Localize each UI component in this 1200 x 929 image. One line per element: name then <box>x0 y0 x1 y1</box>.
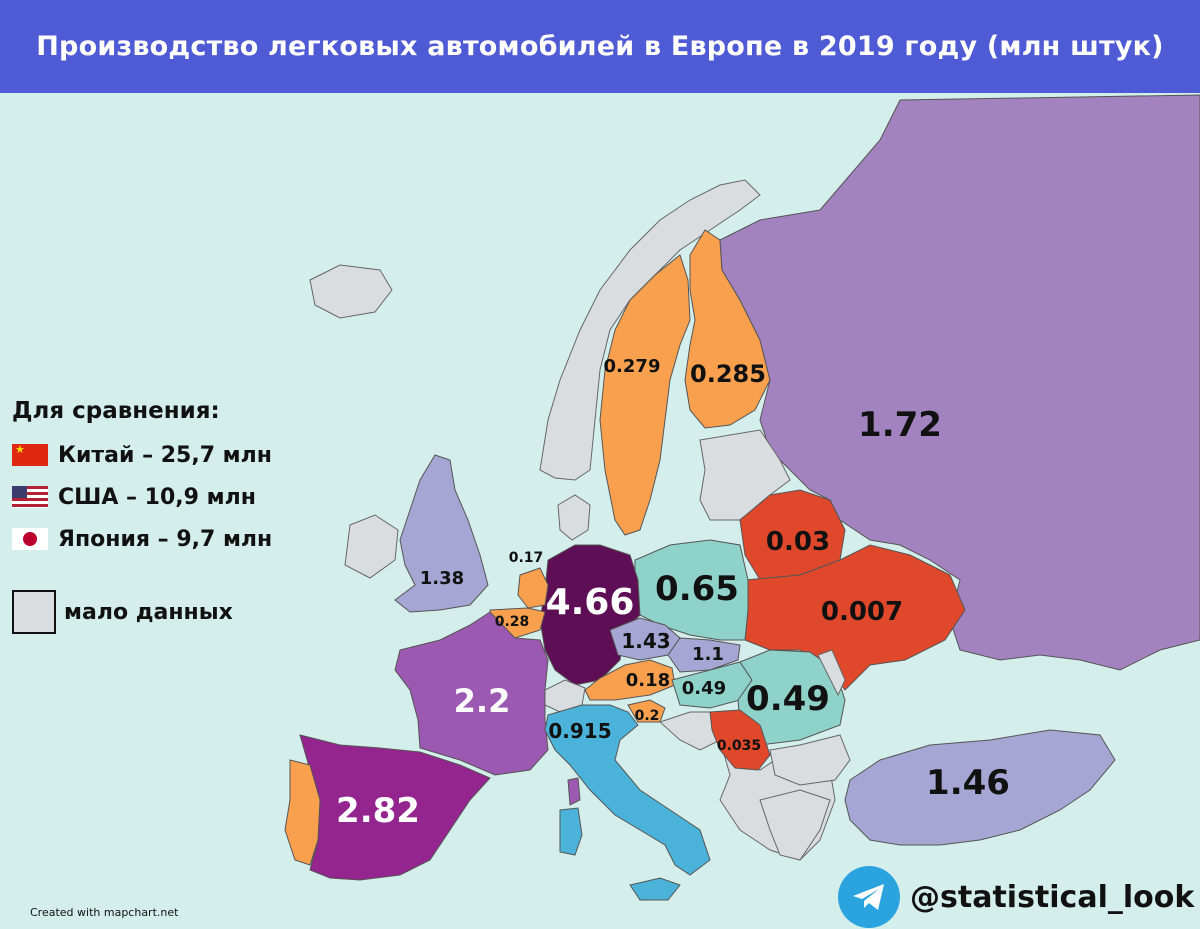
value-belgium: 0.28 <box>495 614 530 630</box>
value-hungary: 0.49 <box>682 678 726 699</box>
belarus-region <box>739 489 846 581</box>
value-sweden: 0.279 <box>604 356 661 377</box>
value-slovenia: 0.2 <box>635 708 660 724</box>
value-austria: 0.18 <box>626 670 670 691</box>
slovakia-region <box>667 637 741 673</box>
usa-flag-icon <box>12 486 48 508</box>
value-belarus: 0.03 <box>766 527 830 557</box>
value-ukraine: 0.007 <box>821 597 903 627</box>
uk-region <box>394 454 489 613</box>
value-uk: 1.38 <box>420 568 464 589</box>
value-czechia: 1.43 <box>621 629 670 653</box>
denmark-region <box>557 494 591 541</box>
telegram-icon <box>838 866 900 928</box>
ireland-region <box>344 514 399 579</box>
moldova-region <box>817 649 846 697</box>
value-finland: 0.285 <box>690 360 766 388</box>
value-romania: 0.49 <box>746 679 830 719</box>
value-turkey: 1.46 <box>926 763 1010 803</box>
value-france: 2.2 <box>454 682 511 720</box>
no-data-swatch <box>12 590 56 634</box>
europe-map: 1.72 0.279 0.285 1.38 0.17 0.28 4.66 0.6… <box>0 93 1200 929</box>
no-data-legend: мало данных <box>12 590 233 634</box>
credit-text: Created with mapchart.net <box>30 906 179 919</box>
page-title: Производство легковых автомобилей в Евро… <box>36 31 1164 62</box>
legend-label-usa: США – 10,9 млн <box>58 484 256 510</box>
telegram-handle: @statistical_look <box>910 879 1195 915</box>
sweden-region <box>599 254 691 536</box>
legend-label-japan: Япония – 9,7 млн <box>58 526 273 552</box>
value-germany: 4.66 <box>546 582 635 623</box>
value-serbia: 0.035 <box>717 738 761 754</box>
sardinia-region <box>559 807 583 856</box>
greece-region <box>759 789 831 861</box>
value-poland: 0.65 <box>655 569 739 609</box>
telegram-badge: @statistical_look <box>838 866 1194 928</box>
romania-region <box>737 649 846 746</box>
value-netherlands: 0.17 <box>509 550 544 566</box>
value-italy: 0.915 <box>548 719 611 743</box>
norway-region <box>539 179 761 481</box>
turkey-region <box>844 729 1116 846</box>
austria-region <box>584 659 676 701</box>
iceland-region <box>309 264 393 319</box>
serbia-region <box>709 709 771 771</box>
no-data-label: мало данных <box>64 599 233 625</box>
legend-label-china: Китай – 25,7 млн <box>58 442 272 468</box>
value-spain: 2.82 <box>336 791 420 831</box>
legend-item-japan: Япония – 9,7 млн <box>12 518 272 560</box>
legend-title: Для сравнения: <box>12 398 220 424</box>
japan-flag-icon <box>12 528 48 550</box>
sicily-region <box>629 877 681 901</box>
bulgaria-region <box>769 734 851 786</box>
china-flag-icon <box>12 444 48 466</box>
corsica-region <box>567 777 581 806</box>
germany-region <box>539 544 641 686</box>
legend-item-china: Китай – 25,7 млн <box>12 434 272 476</box>
ukraine-region <box>744 544 966 691</box>
value-slovakia: 1.1 <box>692 644 724 665</box>
title-banner: Производство легковых автомобилей в Евро… <box>0 0 1200 93</box>
comparison-legend: Для сравнения: Китай – 25,7 млн США – 10… <box>12 398 272 560</box>
legend-item-usa: США – 10,9 млн <box>12 476 272 518</box>
slovenia-region <box>627 699 666 723</box>
netherlands-region <box>517 567 549 609</box>
italy-region <box>544 704 711 876</box>
france-region <box>394 611 549 776</box>
portugal-region <box>284 759 321 866</box>
value-russia: 1.72 <box>858 405 942 445</box>
